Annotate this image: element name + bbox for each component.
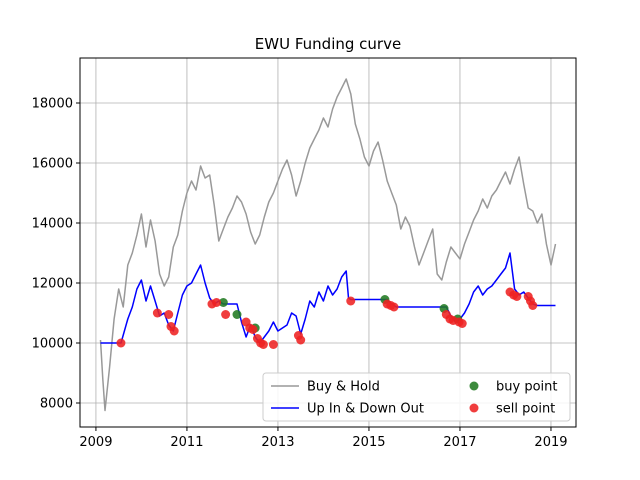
plot-series: [99, 78, 557, 412]
series-point-2: [232, 310, 242, 319]
series-point-3: [221, 310, 231, 319]
y-tick-label: 18000: [32, 97, 73, 112]
series-line-0: [99, 78, 557, 412]
legend: Buy & Hold Up In & Down Out buy point sell …: [262, 372, 571, 422]
x-tick-label: 2017: [443, 435, 476, 450]
series-point-3: [212, 298, 222, 307]
x-tick-label: 2013: [261, 435, 294, 450]
plot-area-frame: [79, 57, 577, 428]
series-point-3: [164, 310, 174, 319]
legend-swatch-marker: [469, 403, 479, 413]
series-point-2: [218, 298, 228, 307]
legend-label: Buy & Hold: [307, 380, 380, 395]
series-point-3: [389, 302, 399, 312]
series-point-3: [296, 335, 306, 345]
x-tick-label: 2009: [79, 435, 112, 450]
x-tick-label: 2015: [352, 435, 385, 450]
series-point-3: [268, 340, 278, 349]
series-point-3: [512, 292, 522, 301]
legend-label: sell point: [496, 402, 555, 417]
chart-title: EWU Funding curve: [255, 35, 401, 53]
legend-swatch-marker: [469, 381, 479, 391]
y-tick-label: 8000: [40, 397, 73, 412]
series-point-3: [169, 326, 179, 336]
series-point-3: [258, 340, 268, 349]
axes: 2009 2011 2013 2015 2017 2019 8000 10000 12000 14…: [32, 97, 568, 451]
series-point-3: [528, 301, 538, 310]
y-tick-label: 12000: [32, 277, 73, 292]
legend-label: Up In & Down Out: [307, 402, 424, 417]
series-point-3: [152, 308, 162, 318]
y-tick-label: 14000: [32, 217, 73, 232]
x-tick-label: 2019: [534, 435, 567, 450]
series-point-3: [248, 325, 258, 334]
series-point-3: [116, 338, 126, 348]
y-tick-label: 10000: [32, 337, 73, 352]
x-tick-label: 2011: [170, 435, 203, 450]
legend-box: [262, 372, 571, 422]
series-point-3: [346, 296, 356, 306]
legend-label: buy point: [496, 380, 557, 395]
y-tick-label: 16000: [32, 157, 73, 172]
series-point-3: [457, 319, 467, 328]
